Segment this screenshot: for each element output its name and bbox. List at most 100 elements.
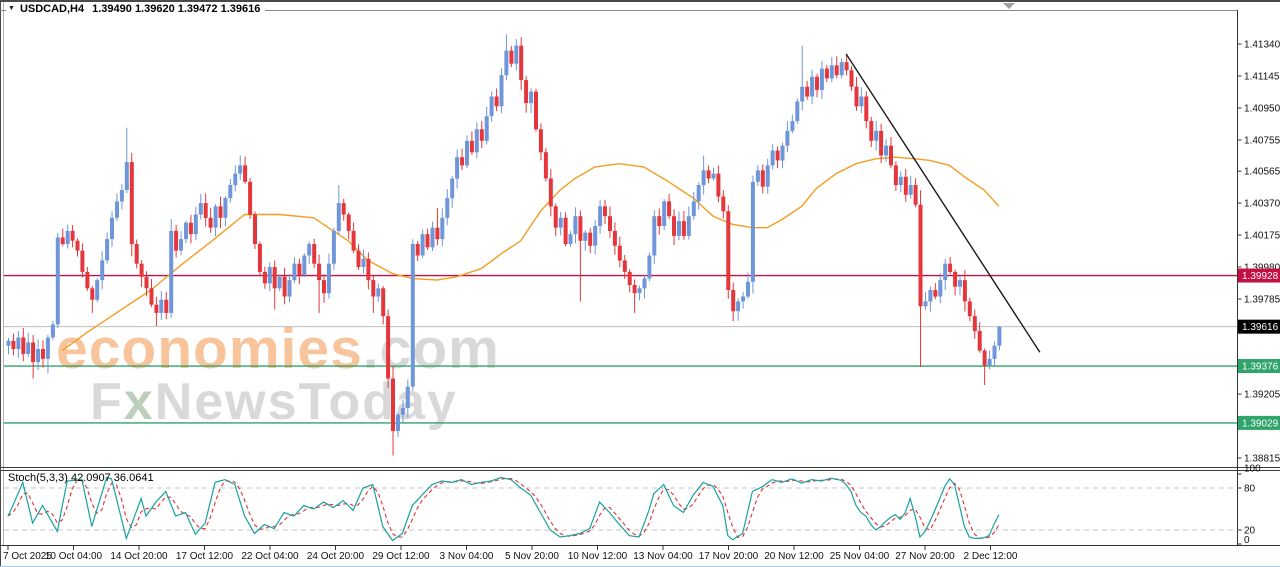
candle-bull [307, 244, 312, 256]
candle-bear [893, 165, 898, 186]
candle-bear [879, 130, 884, 156]
candle-bear [218, 206, 223, 218]
candle-bull [440, 217, 445, 240]
candle-bear [815, 76, 819, 90]
time-axis-label: 20 Nov 12:00 [764, 551, 824, 562]
candle-bull [292, 263, 297, 281]
candle-bull [677, 221, 681, 236]
candle-bull [474, 129, 479, 153]
candle-bear [563, 217, 568, 244]
horizontal-lines [4, 274, 1238, 424]
candle-bear [962, 280, 967, 302]
candle-bear [469, 140, 474, 153]
candle-bull [997, 326, 1002, 346]
time-axis-label: 14 Oct 20:00 [110, 551, 168, 562]
candle-bull [746, 281, 750, 297]
candlestick-series [6, 34, 1002, 456]
candle-bull [898, 176, 903, 185]
candle-bear [681, 221, 686, 236]
candle-bear [371, 280, 376, 297]
price-axis-label: 1.41145 [1244, 72, 1280, 83]
candle-bull [741, 296, 746, 302]
moving-average-line[interactable] [61, 156, 1000, 352]
candle-bull [420, 234, 425, 256]
candle-bear [139, 263, 144, 277]
candle-bear [21, 337, 26, 354]
candle-bull [558, 217, 563, 228]
stoch-main-line [7, 476, 1000, 542]
ma-line[interactable] [61, 156, 1000, 352]
price-axis-label: 1.41340 [1244, 40, 1280, 51]
candle-bear [667, 201, 672, 217]
candle-bull [795, 101, 800, 122]
candle-bear [578, 216, 583, 241]
candle-bear [775, 150, 780, 161]
candle-bull [302, 255, 307, 276]
candle-bear [129, 162, 134, 245]
candle-bull [95, 280, 100, 300]
price-axis-label: 1.40950 [1244, 103, 1280, 114]
candle-bull [233, 173, 238, 186]
candle-bear [75, 240, 80, 251]
candle-bear [834, 65, 839, 76]
candle-bull [326, 263, 331, 294]
candle-bear [494, 96, 499, 107]
candle-bear [977, 330, 982, 351]
candle-bear [351, 230, 356, 251]
candle-bear [262, 271, 267, 284]
time-axis-label: 25 Nov 04:00 [830, 551, 890, 562]
candle-bear [972, 316, 977, 331]
candle-bull [484, 116, 489, 141]
symbol-dropdown-icon[interactable]: ▼ [8, 4, 15, 12]
candle-bear [366, 258, 371, 281]
symbol-title[interactable]: ▼ USDCAD,H4 1.39490 1.39620 1.39472 1.39… [6, 2, 266, 16]
candle-bull [568, 234, 573, 244]
candle-bear [864, 96, 869, 122]
candle-bear [208, 217, 213, 228]
candle-bear [90, 288, 95, 300]
time-axis-label: 17 Nov 20:00 [699, 551, 759, 562]
candle-bull [55, 237, 60, 325]
watermark-subtitle: FxNewsToday [90, 373, 458, 431]
candle-bull [874, 130, 879, 141]
candle-bear [391, 378, 395, 431]
candle-bear [509, 50, 514, 64]
candle-bear [460, 157, 465, 166]
price-badge-resistance: 1.39928 [1238, 268, 1280, 283]
candle-bull [267, 267, 272, 284]
price-axis-label: 1.38815 [1244, 453, 1280, 464]
candle-bear [760, 170, 765, 187]
candle-bull [504, 50, 509, 76]
candle-bear [731, 290, 736, 312]
stoch-axis-label: 0 [1244, 535, 1250, 546]
candle-bear [726, 211, 731, 290]
candle-bull [583, 232, 588, 241]
time-axis-label: 27 Nov 20:00 [895, 551, 955, 562]
price-badge-value: 1.39616 [1242, 322, 1279, 333]
candle-bear [716, 173, 721, 197]
candle-bear [538, 129, 543, 153]
candle-bull [450, 178, 455, 199]
candle-bear [134, 244, 139, 264]
time-axis-label: 5 Nov 20:00 [505, 551, 559, 562]
candle-bear [248, 181, 253, 215]
candle-bear [154, 304, 159, 313]
trendline[interactable] [845, 53, 1041, 353]
price-axis-label: 1.39785 [1244, 294, 1280, 305]
candle-bull [529, 91, 534, 104]
price-badge-support: 1.39376 [1238, 359, 1280, 374]
candle-bear [381, 288, 386, 317]
time-axis-label: 29 Oct 12:00 [372, 551, 430, 562]
candle-bull [662, 201, 667, 226]
candle-bear [553, 206, 558, 228]
panel-separator[interactable] [0, 467, 1280, 471]
candle-bear [70, 230, 75, 241]
candle-bear [356, 250, 361, 267]
candle-bear [425, 234, 430, 248]
candle-bull [184, 222, 188, 240]
candle-bear [844, 62, 849, 71]
candle-bull [573, 216, 578, 235]
price-axis-label: 1.39205 [1244, 390, 1280, 401]
